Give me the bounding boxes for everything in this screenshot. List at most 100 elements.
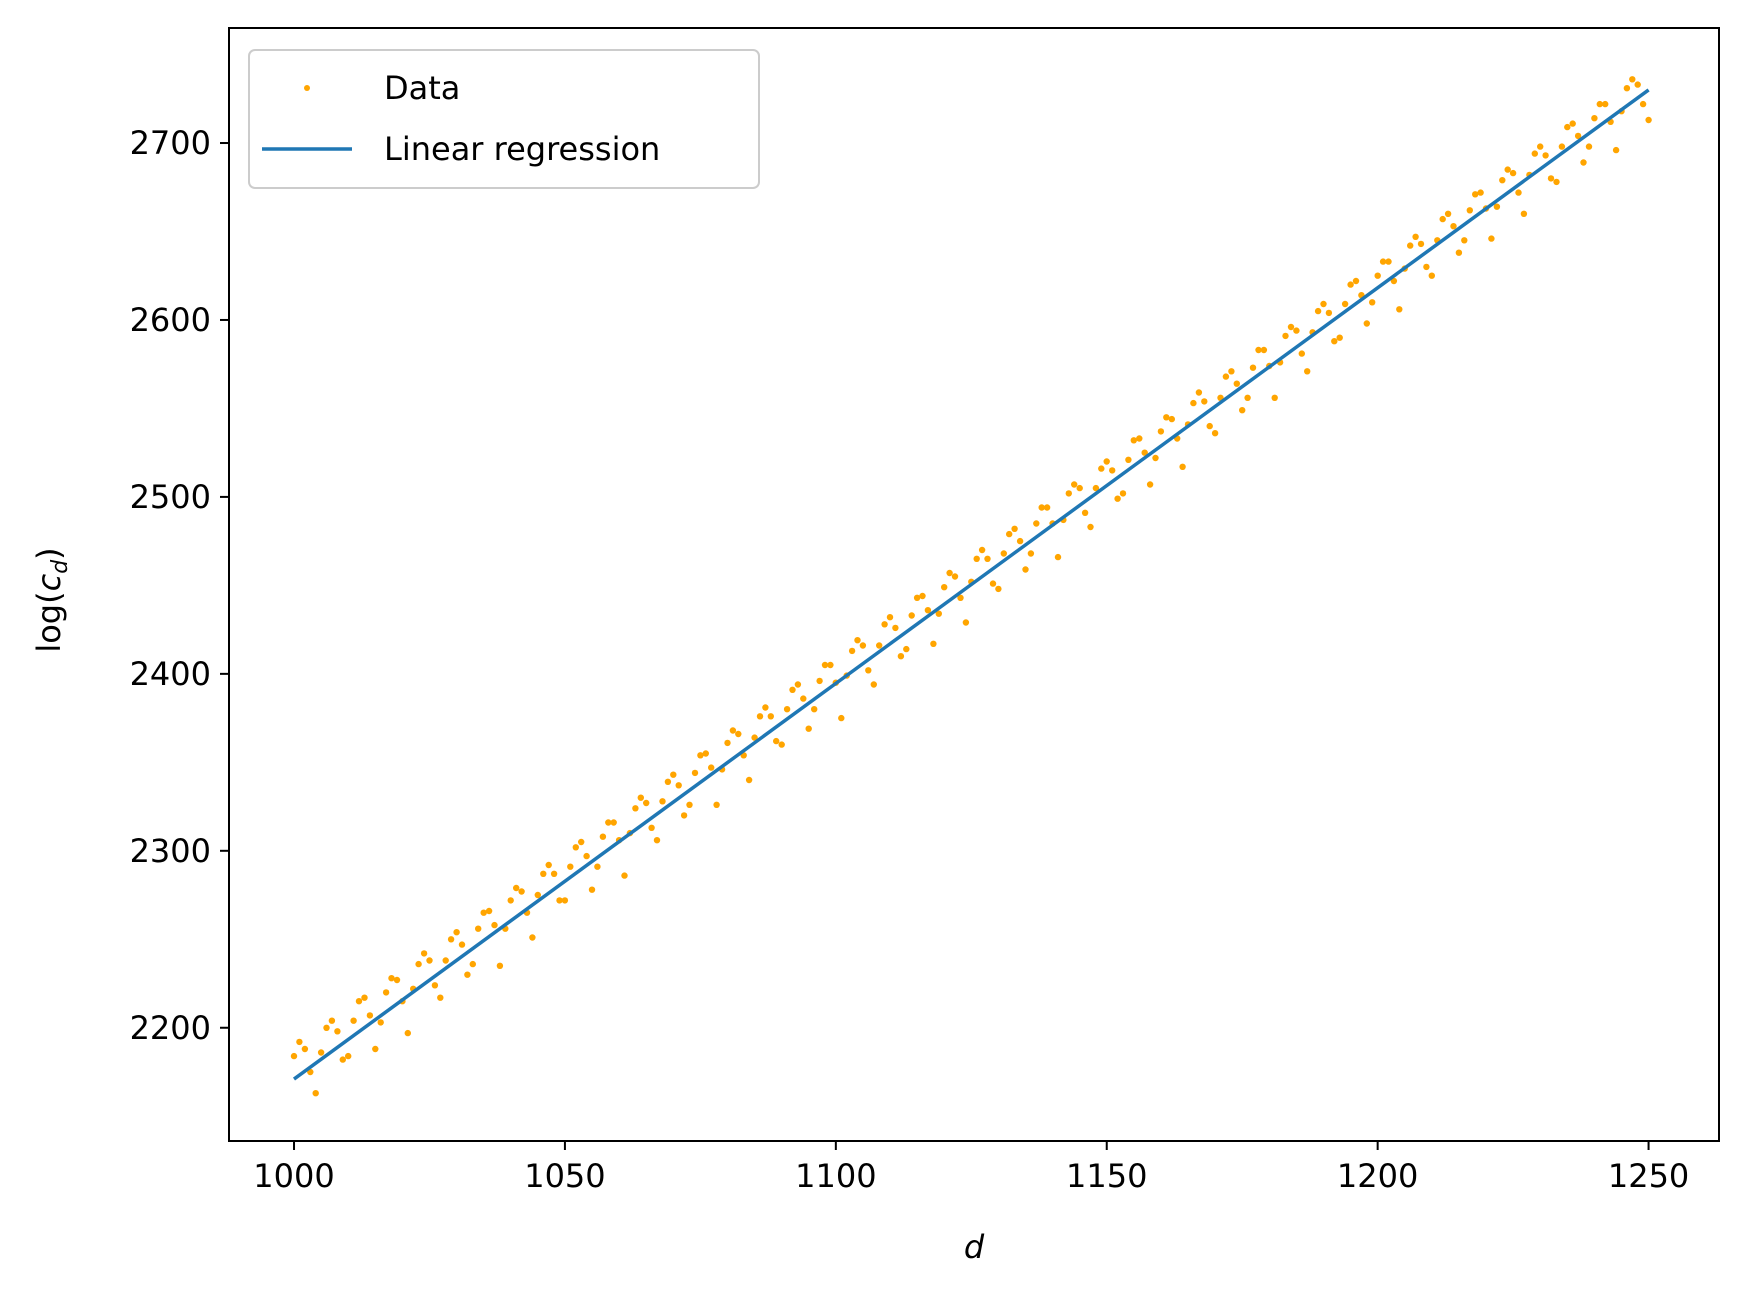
data-point <box>301 1045 309 1053</box>
data-point <box>691 769 699 777</box>
data-point <box>1537 143 1544 150</box>
data-point <box>1417 240 1425 248</box>
data-point <box>1163 414 1170 421</box>
data-point <box>621 872 628 879</box>
x-axis-label: d <box>964 1228 985 1266</box>
data-point <box>1190 399 1197 407</box>
data-point <box>751 734 758 741</box>
data-point <box>762 704 769 711</box>
data-point <box>1211 430 1219 437</box>
data-point <box>1623 85 1631 92</box>
data-point <box>355 998 363 1005</box>
x-tick-label: 1000 <box>253 1157 334 1195</box>
data-point <box>372 1045 379 1053</box>
data-point <box>1455 249 1463 256</box>
data-point <box>1520 210 1528 217</box>
data-point <box>361 994 368 1001</box>
data-point <box>957 594 964 601</box>
data-point <box>951 573 959 580</box>
data-point <box>1461 237 1468 244</box>
data-point <box>1109 467 1116 474</box>
data-point <box>312 1090 319 1097</box>
data-point <box>1639 100 1647 108</box>
data-point <box>1363 320 1371 327</box>
data-point <box>632 805 639 812</box>
data-point <box>1125 456 1132 463</box>
y-axis-label-subscript: d <box>48 559 73 574</box>
data-point <box>1412 233 1419 240</box>
data-point <box>1000 550 1007 557</box>
data-point <box>919 592 926 600</box>
legend-regression-label: Linear regression <box>384 130 660 168</box>
data-point <box>1016 537 1024 545</box>
data-point <box>1407 242 1414 249</box>
data-point <box>1006 530 1013 538</box>
data-point <box>545 861 552 869</box>
data-point <box>1206 422 1213 430</box>
data-point <box>345 1052 352 1060</box>
data-point <box>513 884 520 892</box>
data-point <box>1569 120 1576 127</box>
legend-data-label: Data <box>384 69 460 107</box>
data-point <box>594 863 601 870</box>
data-point <box>735 730 742 738</box>
data-point <box>1369 299 1376 306</box>
data-point <box>1282 332 1289 340</box>
data-point <box>821 661 829 669</box>
data-point <box>778 741 785 748</box>
data-point <box>1071 481 1078 488</box>
data-point <box>1098 465 1105 472</box>
data-point <box>1043 504 1051 511</box>
data-point <box>935 610 942 617</box>
data-point <box>426 957 433 964</box>
data-point <box>811 706 818 713</box>
data-point <box>529 934 536 941</box>
data-point <box>1374 272 1381 279</box>
data-point <box>713 801 720 808</box>
data-point <box>1553 178 1560 186</box>
data-point <box>1472 191 1479 198</box>
y-tick-label: 2300 <box>130 832 211 870</box>
data-point <box>978 546 986 554</box>
data-point <box>431 982 439 989</box>
data-point <box>1201 398 1208 405</box>
data-point <box>1591 115 1598 122</box>
data-point <box>1136 435 1143 442</box>
data-point <box>767 713 774 720</box>
data-point <box>697 752 704 759</box>
data-point <box>984 555 991 562</box>
data-point <box>1304 368 1311 375</box>
data-point <box>1033 520 1040 527</box>
data-point <box>323 1024 330 1032</box>
data-point <box>1499 177 1506 184</box>
data-point <box>1179 463 1186 470</box>
data-point <box>1612 146 1620 154</box>
data-point <box>924 607 932 614</box>
data-point <box>366 1012 374 1019</box>
y-axis-label: log(cd) <box>30 547 73 652</box>
data-point <box>724 739 731 747</box>
data-point <box>1038 504 1045 511</box>
data-point <box>561 897 569 904</box>
data-point <box>1054 553 1062 561</box>
data-point <box>816 677 823 685</box>
data-point <box>1515 189 1522 196</box>
data-point <box>881 621 888 628</box>
x-tick-label: 1200 <box>1337 1157 1418 1195</box>
data-point <box>1379 258 1387 265</box>
data-point <box>1450 223 1457 230</box>
data-point <box>805 725 812 732</box>
data-point <box>995 585 1002 593</box>
legend-frame <box>248 49 760 189</box>
data-point <box>1130 437 1138 444</box>
plot-area-frame <box>228 27 1720 1142</box>
data-point <box>377 1019 384 1026</box>
data-point <box>290 1052 298 1060</box>
data-point <box>1542 152 1549 159</box>
data-point <box>913 594 921 601</box>
data-point <box>1347 281 1354 288</box>
data-point <box>1645 116 1652 124</box>
data-point <box>1022 566 1029 573</box>
legend: Data Linear regression <box>248 49 760 189</box>
data-point <box>605 819 612 826</box>
